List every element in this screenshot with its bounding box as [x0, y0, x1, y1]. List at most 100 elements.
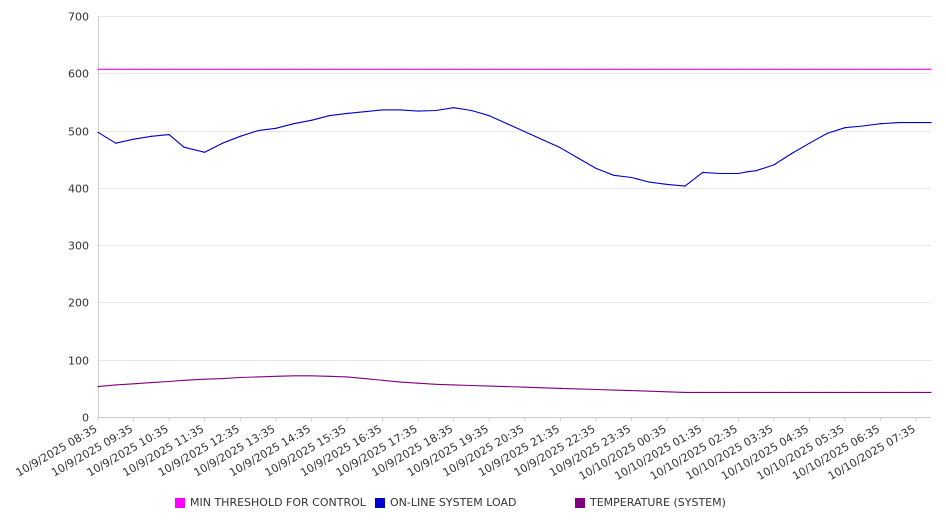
- series-1-point-11: [293, 123, 295, 125]
- series-2-point-3: [150, 382, 152, 384]
- series-1-point-41: [808, 142, 811, 144]
- series-2-point-20: [453, 384, 455, 386]
- series-2-point-40: [791, 391, 793, 393]
- series-2-point-23: [506, 386, 508, 388]
- series-1-point-18: [417, 110, 419, 112]
- series-1-point-12: [310, 119, 312, 121]
- series-1-point-14: [346, 112, 348, 114]
- series-2-point-47: [915, 391, 917, 393]
- series-1-point-15: [364, 111, 366, 113]
- y-tick-label-400: 400: [68, 183, 89, 196]
- series-1-point-19: [435, 109, 437, 112]
- series-1-point-44: [862, 125, 864, 127]
- series-1-point-30: [631, 176, 633, 179]
- series-1-point-23: [506, 123, 508, 125]
- series-1-point-32: [666, 183, 668, 185]
- series-line-1: [97, 107, 931, 187]
- series-1-point-46: [897, 122, 900, 124]
- series-1-point-25: [542, 139, 544, 141]
- series-1-point-35: [719, 172, 722, 175]
- series-0-point-24: [524, 68, 526, 70]
- series-2-point-33: [684, 391, 686, 393]
- series-0-point-18: [417, 68, 419, 70]
- series-2-point-7: [221, 378, 224, 380]
- series-1-point-26: [559, 147, 562, 149]
- series-1-point-16: [382, 109, 384, 111]
- series-2-point-9: [257, 376, 259, 378]
- series-0-point-16: [382, 68, 384, 70]
- series-2-point-0: [97, 386, 99, 388]
- series-0-point-44: [862, 68, 864, 70]
- series-2-point-16: [382, 379, 384, 381]
- y-tick-label-700: 700: [68, 11, 89, 24]
- series-1-point-10: [275, 127, 277, 129]
- series-2-point-37: [746, 391, 748, 393]
- series-2-point-31: [648, 390, 651, 392]
- series-2-point-42: [826, 391, 828, 393]
- series-0-point-15: [364, 68, 366, 70]
- series-lines: [97, 68, 932, 393]
- axes: [97, 16, 931, 421]
- series-0-point-36: [737, 68, 739, 70]
- series-0-point-32: [666, 68, 668, 70]
- series-1-point-2: [133, 138, 135, 140]
- y-tick-label-200: 200: [68, 297, 89, 310]
- series-0-point-26: [559, 68, 562, 70]
- series-2-point-41: [808, 391, 811, 393]
- series-1-point-13: [328, 115, 330, 117]
- series-2-point-11: [293, 375, 295, 377]
- series-0-point-31: [648, 68, 651, 70]
- legend-item-threshold[interactable]: MIN THRESHOLD FOR CONTROL: [175, 496, 366, 509]
- series-1-point-22: [488, 115, 490, 117]
- series-0-point-6: [204, 68, 206, 70]
- series-1-point-24: [524, 131, 526, 133]
- series-2-point-26: [559, 387, 562, 389]
- y-tick-labels: 0 100 200 300 400 500 600 700: [68, 11, 89, 425]
- series-0-point-3: [150, 68, 152, 70]
- series-2-point-6: [204, 378, 206, 380]
- series-2-point-35: [719, 391, 722, 393]
- series-1-point-27: [577, 157, 579, 159]
- series-0-point-38: [755, 68, 757, 70]
- series-1-point-43: [844, 127, 846, 129]
- series-2-point-8: [239, 376, 241, 379]
- series-1-point-33: [684, 185, 686, 187]
- series-0-point-28: [595, 68, 597, 70]
- series-0-point-35: [719, 68, 722, 70]
- legend-swatch-load: [375, 497, 385, 508]
- series-0-point-42: [826, 68, 828, 70]
- series-0-point-13: [328, 68, 330, 70]
- series-0-point-19: [435, 68, 437, 70]
- series-1-point-42: [826, 132, 828, 134]
- series-1-point-45: [880, 123, 882, 125]
- series-0-point-21: [470, 68, 473, 70]
- legend-item-load[interactable]: ON-LINE SYSTEM LOAD: [375, 496, 516, 509]
- series-0-point-48: [930, 68, 932, 70]
- series-0-point-29: [613, 68, 615, 70]
- series-2-point-38: [755, 391, 757, 393]
- series-1-point-38: [755, 170, 757, 172]
- series-2-point-46: [897, 391, 900, 393]
- series-1-point-40: [791, 152, 793, 155]
- series-2-point-2: [133, 383, 135, 385]
- series-0-point-25: [542, 68, 544, 70]
- series-0-point-37: [746, 68, 748, 70]
- legend-swatch-temperature: [575, 497, 585, 508]
- series-0-point-39: [773, 68, 775, 70]
- series-2-point-12: [310, 375, 312, 377]
- series-1-point-8: [239, 135, 241, 137]
- series-0-point-40: [791, 68, 793, 70]
- series-2-point-36: [737, 391, 739, 393]
- y-tick-label-100: 100: [68, 355, 89, 368]
- series-0-point-9: [257, 68, 259, 70]
- series-2-point-10: [275, 375, 277, 377]
- series-1-point-20: [453, 107, 455, 109]
- series-1-point-6: [204, 151, 206, 153]
- legend-item-temperature[interactable]: TEMPERATURE (SYSTEM): [575, 496, 726, 509]
- series-2-point-27: [577, 388, 579, 390]
- series-2-point-48: [930, 391, 932, 393]
- series-1-point-0: [97, 131, 99, 133]
- series-1-point-3: [150, 135, 152, 137]
